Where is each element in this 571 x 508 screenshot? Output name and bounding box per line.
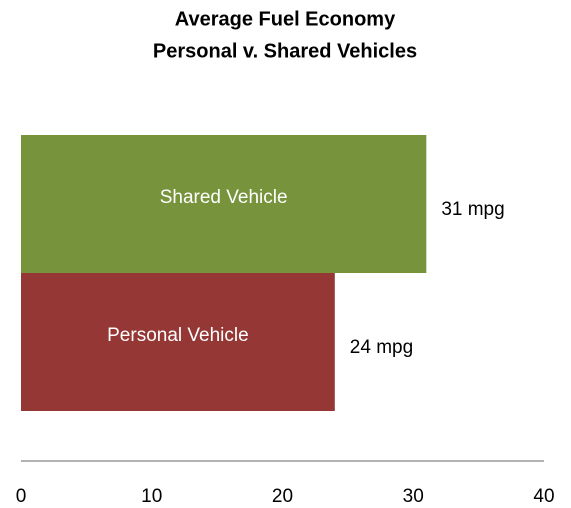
category-label: Shared Vehicle <box>160 187 288 208</box>
x-tick-label: 0 <box>16 486 27 507</box>
bar <box>21 135 427 273</box>
chart-title: Average Fuel Economy <box>175 8 396 30</box>
chart-subtitle: Personal v. Shared Vehicles <box>153 40 417 62</box>
x-tick-label: 10 <box>141 486 162 507</box>
bar <box>21 273 335 411</box>
category-label: Personal Vehicle <box>107 325 249 346</box>
value-label: 31 mpg <box>441 199 504 220</box>
x-tick-label: 40 <box>533 486 554 507</box>
value-label: 24 mpg <box>350 337 413 358</box>
x-tick-label: 30 <box>403 486 424 507</box>
x-tick-label: 20 <box>272 486 293 507</box>
